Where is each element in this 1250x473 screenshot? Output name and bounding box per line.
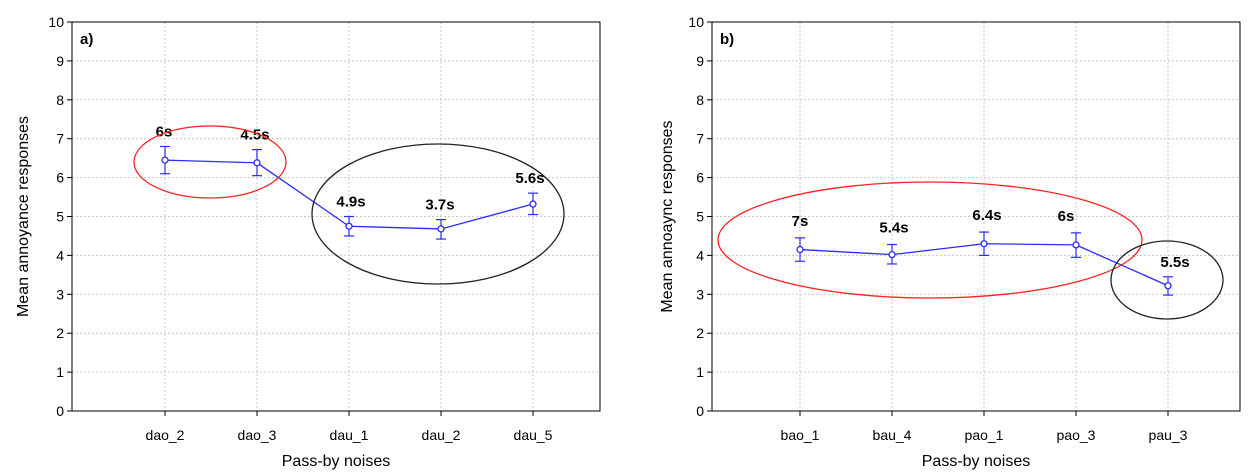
x-axis-label: Pass-by noises: [282, 453, 391, 470]
y-tick-label: 1: [56, 364, 64, 380]
data-point: [529, 200, 537, 208]
data-point: [1072, 241, 1080, 249]
x-tick-label: pao_3: [1057, 427, 1096, 443]
y-tick-label: 0: [696, 403, 704, 419]
duration-label: 7s: [792, 213, 809, 230]
y-tick-label: 9: [696, 53, 704, 69]
y-axis-label: Mean annoyance responses: [15, 116, 32, 317]
y-tick-label: 8: [696, 92, 704, 108]
y-tick-label: 2: [56, 325, 64, 341]
panel-label: b): [720, 31, 734, 48]
y-tick-label: 6: [696, 170, 704, 186]
group-ellipse: [717, 181, 1143, 299]
data-point: [980, 240, 988, 248]
panel-label: a): [80, 31, 93, 48]
data-point: [1164, 282, 1172, 290]
chart-b: 0 1 2 3 4 5 6 7 8 9 10 bao_1 bau_4 pao_1 pao_3 pau_3 Pas…: [659, 14, 1241, 470]
y-tick-label: 7: [56, 131, 64, 147]
duration-label: 6s: [1058, 208, 1075, 225]
x-tick-label: dau_1: [330, 427, 369, 443]
y-tick-label: 0: [56, 403, 64, 419]
group-ellipse: [1110, 240, 1224, 320]
x-tick-label: pau_3: [1149, 427, 1188, 443]
y-tick-label: 3: [56, 286, 64, 302]
data-point: [345, 222, 353, 230]
y-tick-label: 6: [56, 170, 64, 186]
x-tick-label: bao_1: [781, 427, 820, 443]
group-ellipse: [133, 125, 287, 199]
y-tick-label: 2: [696, 325, 704, 341]
data-point: [796, 245, 804, 254]
data-point: [888, 250, 896, 259]
y-tick-label: 10: [48, 14, 64, 30]
y-tick-label: 3: [696, 286, 704, 302]
duration-label: 6s: [156, 123, 173, 140]
x-tick-label: dau_2: [422, 427, 461, 443]
x-axis-label: Pass-by noises: [922, 453, 1031, 470]
x-tick-label: dao_2: [146, 427, 185, 443]
y-axis-label: Mean annoaync responses: [659, 120, 676, 312]
y-tick-label: 5: [696, 209, 704, 225]
duration-label: 5.4s: [879, 220, 908, 237]
y-tick-label: 8: [56, 92, 64, 108]
data-point: [253, 159, 261, 167]
duration-label: 5.6s: [515, 170, 544, 187]
x-tick-label: bau_4: [873, 427, 912, 443]
duration-label: 3.7s: [425, 197, 454, 214]
x-tick-label: dao_3: [238, 427, 277, 443]
group-ellipse: [311, 143, 565, 285]
chart-a: 0 1 2 3 4 5 6 7 8 9 10 dao_2 dao_3 dau_1 dau_2 dau_5 Pas…: [15, 14, 601, 470]
y-tick-label: 7: [696, 131, 704, 147]
duration-label: 5.5s: [1160, 254, 1189, 271]
x-tick-label: pao_1: [965, 427, 1004, 443]
duration-label: 4.5s: [240, 127, 269, 144]
y-tick-label: 5: [56, 209, 64, 225]
x-tick-label: dau_5: [514, 427, 553, 443]
duration-label: 6.4s: [972, 207, 1001, 224]
duration-label: 4.9s: [336, 194, 365, 211]
y-tick-label: 9: [56, 53, 64, 69]
data-point: [437, 225, 445, 233]
y-tick-label: 4: [696, 247, 704, 263]
y-tick-label: 4: [56, 247, 64, 263]
y-tick-label: 10: [688, 14, 704, 30]
y-tick-label: 1: [696, 364, 704, 380]
data-point: [161, 156, 169, 164]
